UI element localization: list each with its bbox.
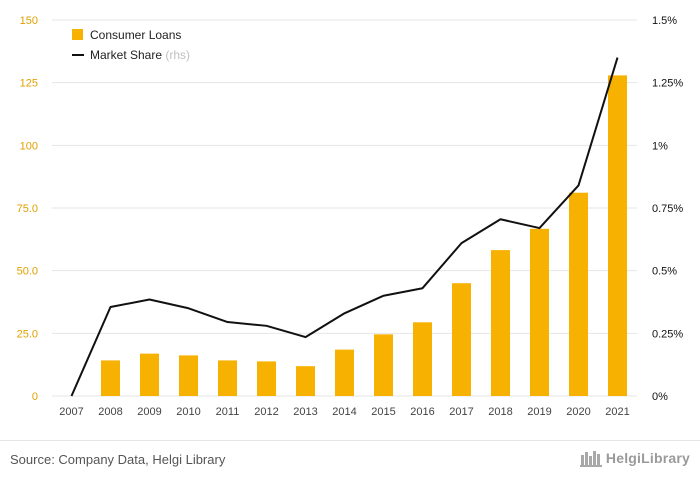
x-tick-label: 2008 — [98, 406, 122, 418]
right-tick-label: 0.25% — [652, 328, 683, 340]
bar — [179, 355, 198, 396]
bar — [530, 228, 549, 396]
bar — [140, 353, 159, 396]
left-tick-label: 25.0 — [17, 328, 38, 340]
right-tick-label: 0% — [652, 391, 668, 403]
left-axis: 0 25.0 50.0 75.0 100 125 150 — [17, 15, 38, 403]
x-tick-label: 2020 — [566, 406, 590, 418]
footer: Source: Company Data, Helgi Library Helg… — [0, 440, 700, 483]
bookshelf-icon — [579, 451, 602, 467]
right-tick-label: 0.75% — [652, 203, 683, 215]
x-tick-label: 2007 — [59, 406, 83, 418]
right-axis: 0% 0.25% 0.5% 0.75% 1% 1.25% 1.5% — [652, 15, 683, 403]
brand-name: HelgiLibrary — [605, 450, 690, 466]
legend-rhs-note: (rhs) — [165, 48, 190, 62]
bar — [374, 334, 393, 396]
bar — [608, 75, 627, 396]
left-tick-label: 75.0 — [17, 203, 38, 215]
x-tick-label: 2016 — [410, 406, 434, 418]
source-note: Source: Company Data, Helgi Library — [10, 452, 226, 467]
x-tick-label: 2010 — [176, 406, 200, 418]
bar — [335, 349, 354, 396]
brand-logo[interactable]: HelgiLibrary — [579, 449, 690, 467]
left-tick-label: 50.0 — [17, 266, 38, 278]
right-tick-label: 0.5% — [652, 266, 677, 278]
bar-series — [101, 75, 627, 396]
bar — [101, 360, 120, 396]
right-tick-label: 1% — [652, 140, 668, 152]
x-tick-label: 2012 — [254, 406, 278, 418]
chart-area: 0 25.0 50.0 75.0 100 125 150 0% 0.25% 0.5% 0.75% 1… — [17, 15, 684, 418]
x-axis: 2007 2008 2009 2010 2011 2012 2013 2014 2015 2016… — [59, 406, 629, 418]
bar — [452, 283, 471, 396]
bar — [296, 366, 315, 396]
x-tick-label: 2009 — [137, 406, 161, 418]
x-tick-label: 2019 — [527, 406, 551, 418]
left-tick-label: 125 — [20, 78, 38, 90]
market-share-line — [70, 57, 619, 397]
bar — [413, 322, 432, 396]
legend-label-consumer-loans: Consumer Loans — [90, 28, 181, 42]
x-tick-label: 2018 — [488, 406, 512, 418]
right-tick-label: 1.25% — [652, 78, 683, 90]
line-series — [70, 57, 619, 397]
x-tick-label: 2021 — [605, 406, 629, 418]
right-tick-label: 1.5% — [652, 15, 677, 27]
bar — [491, 250, 510, 396]
left-tick-label: 100 — [20, 140, 38, 152]
x-tick-label: 2015 — [371, 406, 395, 418]
bar — [218, 360, 237, 396]
x-tick-label: 2013 — [293, 406, 317, 418]
left-tick-label: 150 — [20, 15, 38, 27]
legend-label-market-share: Market Share (rhs) — [90, 48, 190, 62]
bar — [569, 192, 588, 396]
legend-swatch-bar — [72, 29, 83, 40]
x-tick-label: 2014 — [332, 406, 356, 418]
grid-lines — [52, 19, 637, 397]
bar — [257, 361, 276, 396]
combo-chart: 0 25.0 50.0 75.0 100 125 150 0% 0.25% 0.5% 0.75% 1… — [17, 15, 684, 418]
left-tick-label: 0 — [32, 391, 38, 403]
legend: Consumer Loans Market Share (rhs) — [72, 28, 190, 62]
x-tick-label: 2017 — [449, 406, 473, 418]
x-tick-label: 2011 — [216, 406, 240, 418]
